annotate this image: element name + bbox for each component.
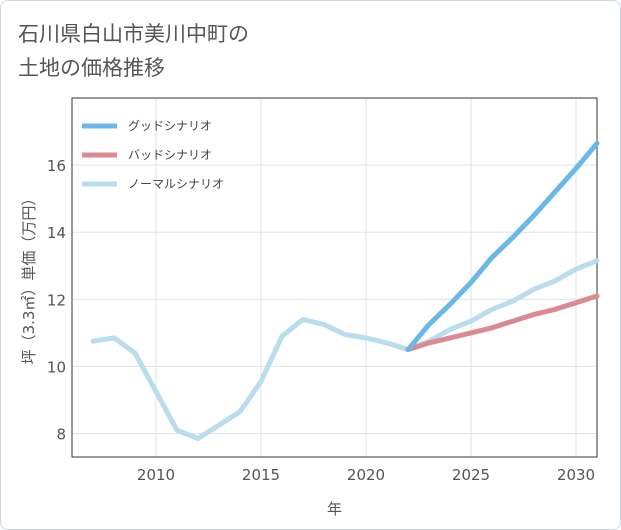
x-tick-label: 2010 xyxy=(137,466,175,484)
x-tick-label: 2020 xyxy=(347,466,385,484)
legend-label: グッドシナリオ xyxy=(128,119,212,133)
chart-title-line-1: 石川県白山市美川中町の xyxy=(18,22,249,46)
x-tick-label: 2025 xyxy=(452,466,490,484)
y-tick-label: 10 xyxy=(47,358,66,376)
series-layer xyxy=(90,140,600,441)
x-tick-label: 2030 xyxy=(557,466,595,484)
series-line xyxy=(405,293,600,353)
x-axis-ticks: 2010 2015 2020 2025 2030 xyxy=(137,466,595,484)
legend-label: ノーマルシナリオ xyxy=(128,177,224,191)
plot-frame xyxy=(71,97,598,458)
series-line xyxy=(90,258,600,441)
y-tick-label: 12 xyxy=(47,291,66,309)
y-axis-ticks: 8 10 12 14 16 xyxy=(47,157,66,443)
y-tick-label: 8 xyxy=(56,426,66,444)
series-line xyxy=(405,140,600,353)
chart-title: 石川県白山市美川中町の 土地の価格推移 xyxy=(18,17,249,85)
x-axis-label: 年 xyxy=(327,500,342,518)
y-tick-label: 16 xyxy=(47,157,66,175)
grid-lines xyxy=(72,98,597,457)
x-tick-label: 2015 xyxy=(242,466,280,484)
chart-title-line-2: 土地の価格推移 xyxy=(18,56,165,80)
legend-label: バッドシナリオ xyxy=(128,148,212,162)
y-axis-label: 坪（3.3㎡）単価（万円） xyxy=(20,191,38,365)
y-tick-label: 14 xyxy=(47,224,66,242)
